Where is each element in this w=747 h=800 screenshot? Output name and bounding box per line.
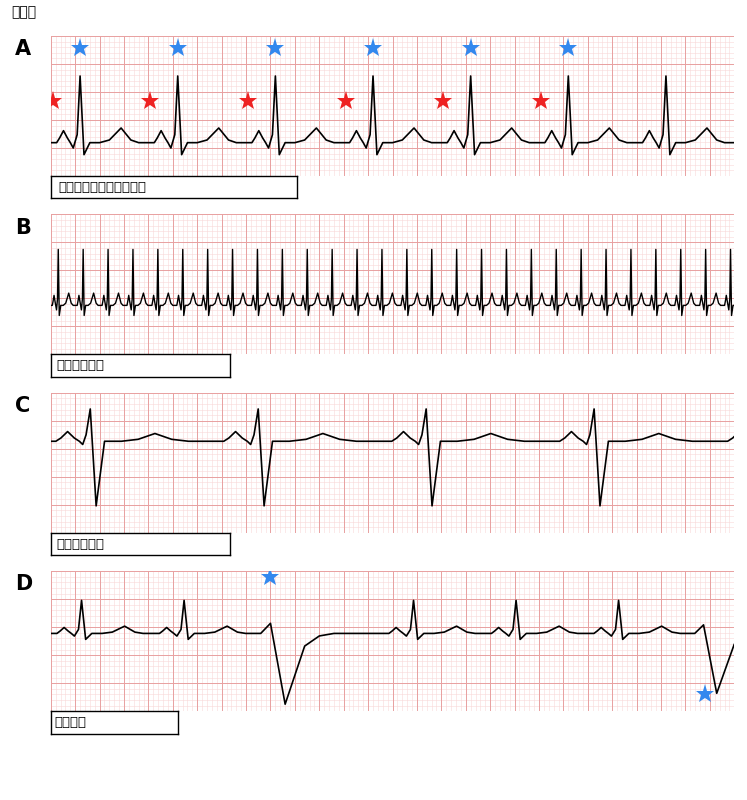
Text: B: B (15, 218, 31, 238)
Text: D: D (15, 574, 32, 594)
Text: 心電図: 心電図 (11, 6, 37, 19)
Text: 正常な脈（正常洞調律）: 正常な脈（正常洞調律） (58, 181, 146, 194)
Text: 頻脈性不整脈: 頻脈性不整脈 (56, 359, 104, 372)
Text: 期外収縮: 期外収縮 (55, 716, 87, 729)
Text: C: C (15, 396, 30, 416)
Text: 徐脈性不整脈: 徐脈性不整脈 (56, 538, 104, 550)
Text: A: A (15, 39, 31, 59)
